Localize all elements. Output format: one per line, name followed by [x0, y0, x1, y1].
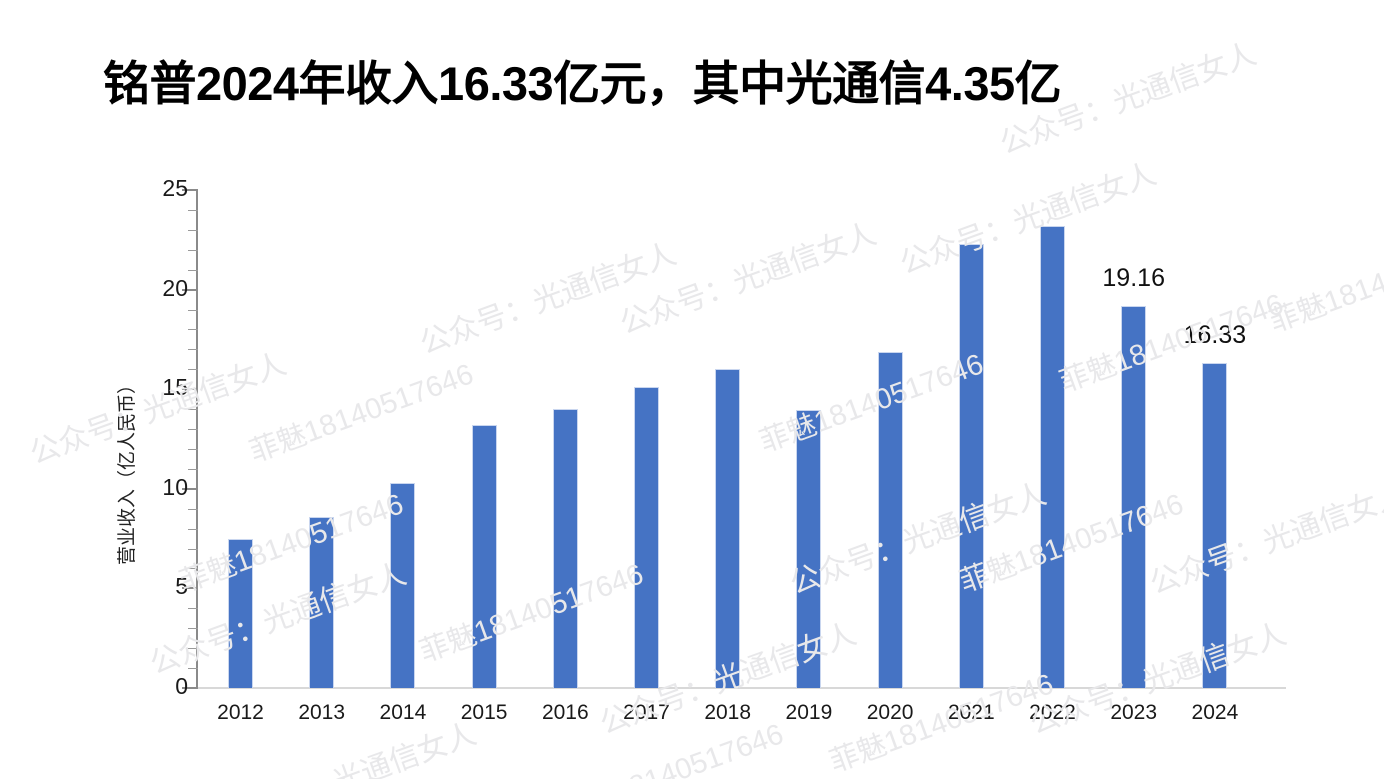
y-axis-minor-tick — [188, 369, 198, 371]
bar — [958, 243, 984, 688]
y-axis-major-tick — [182, 388, 198, 391]
x-axis-tick-label: 2024 — [1191, 701, 1239, 724]
y-axis-minor-tick — [188, 548, 198, 550]
x-axis-tick-label: 2022 — [1029, 701, 1076, 724]
y-axis-major-tick — [182, 487, 198, 490]
x-axis-tick-label: 2014 — [379, 701, 427, 724]
y-axis-major-tick — [182, 587, 198, 590]
x-axis-tick-label: 2015 — [460, 701, 508, 724]
y-axis-minor-tick — [188, 468, 198, 470]
x-axis-tick-label: 2019 — [785, 701, 833, 724]
bar — [471, 425, 497, 688]
bar — [796, 410, 822, 688]
bar — [634, 387, 659, 688]
page-title: 铭普2024年收入16.33亿元，其中光通信4.35亿 — [103, 57, 1062, 110]
bar-value-label: 19.16 — [1102, 264, 1165, 293]
y-axis-minor-tick — [188, 309, 198, 311]
y-axis-tick-label: 5 — [175, 573, 188, 600]
x-axis-spine — [196, 687, 1286, 689]
y-axis-minor-tick — [188, 229, 198, 231]
y-axis-major-tick — [182, 189, 198, 191]
y-axis-major-tick — [182, 288, 198, 291]
bar — [228, 538, 253, 688]
bar — [552, 409, 578, 688]
y-axis-major-tick — [182, 687, 198, 689]
y-axis-minor-tick — [188, 668, 198, 670]
x-axis-tick-label: 2013 — [298, 701, 346, 724]
y-axis-minor-tick — [188, 528, 198, 530]
y-axis-tick-label: 20 — [162, 274, 188, 301]
x-axis-tick-label: 2016 — [541, 701, 589, 724]
y-axis-spine — [196, 190, 198, 689]
bar — [1202, 362, 1228, 688]
bar — [1040, 225, 1065, 688]
y-axis-minor-tick — [188, 429, 198, 431]
y-axis-minor-tick — [188, 409, 198, 411]
x-axis-tick-label: 2012 — [217, 701, 264, 724]
x-axis-tick-label: 2021 — [947, 701, 995, 724]
x-axis-tick-label: 2017 — [623, 701, 670, 724]
bar — [309, 516, 335, 688]
x-axis-tick-label: 2023 — [1110, 701, 1158, 724]
bar-value-label: 16.33 — [1183, 320, 1247, 349]
y-axis-tick-label: 10 — [162, 473, 188, 500]
y-axis-minor-tick — [188, 329, 198, 331]
y-axis-minor-tick — [188, 269, 198, 271]
bar — [390, 482, 416, 688]
y-axis-minor-tick — [188, 448, 198, 450]
y-axis-minor-tick — [188, 568, 198, 570]
y-axis-minor-tick — [188, 209, 198, 211]
y-axis-minor-tick — [188, 628, 198, 630]
y-axis-tick-label: 15 — [162, 374, 188, 401]
y-axis-minor-tick — [188, 249, 198, 251]
bar — [877, 352, 903, 688]
y-axis-minor-tick — [188, 508, 198, 510]
y-axis-minor-tick — [188, 608, 198, 610]
x-axis-tick-label: 2020 — [866, 701, 914, 724]
bar — [1121, 306, 1147, 688]
y-axis-tick-label: 0 — [175, 673, 188, 699]
y-axis-minor-tick — [188, 648, 198, 650]
bar — [715, 369, 741, 688]
x-axis-tick-label: 2018 — [704, 701, 752, 724]
y-axis-minor-tick — [188, 349, 198, 351]
y-axis-tick-label: 25 — [162, 175, 188, 201]
